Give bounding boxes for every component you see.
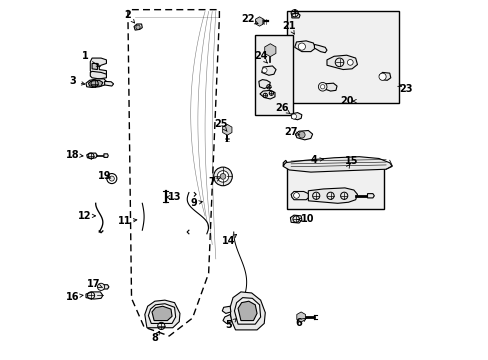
Circle shape [320, 85, 324, 89]
Polygon shape [294, 41, 315, 51]
Polygon shape [234, 298, 260, 324]
Polygon shape [261, 66, 276, 75]
Text: 9: 9 [190, 198, 197, 208]
Circle shape [291, 114, 296, 119]
Text: 19: 19 [98, 171, 111, 181]
Circle shape [97, 283, 104, 291]
Polygon shape [223, 315, 231, 323]
Circle shape [346, 59, 352, 65]
Text: 3: 3 [69, 76, 76, 86]
Text: 15: 15 [345, 156, 358, 166]
Circle shape [109, 176, 114, 181]
Polygon shape [258, 80, 270, 89]
Circle shape [217, 171, 228, 182]
Circle shape [262, 68, 266, 73]
Polygon shape [152, 306, 172, 320]
Polygon shape [86, 153, 97, 158]
Text: 20: 20 [339, 96, 353, 106]
Text: 21: 21 [282, 21, 295, 31]
Polygon shape [92, 63, 97, 69]
Text: 16: 16 [66, 292, 80, 302]
Polygon shape [326, 55, 357, 69]
Circle shape [298, 43, 305, 50]
FancyBboxPatch shape [255, 35, 292, 116]
Polygon shape [88, 80, 102, 86]
Text: 11: 11 [118, 216, 131, 226]
Text: 5: 5 [224, 320, 231, 330]
Text: 24: 24 [253, 51, 267, 61]
Polygon shape [104, 154, 108, 157]
Circle shape [318, 82, 326, 91]
Polygon shape [264, 44, 275, 57]
Polygon shape [291, 13, 300, 18]
Polygon shape [290, 113, 301, 120]
Circle shape [293, 193, 299, 198]
Polygon shape [379, 72, 390, 80]
Polygon shape [238, 301, 257, 320]
Text: 7: 7 [208, 177, 215, 187]
Circle shape [220, 174, 225, 179]
Text: 23: 23 [398, 84, 412, 94]
Polygon shape [144, 300, 180, 328]
Polygon shape [134, 24, 142, 30]
Text: 10: 10 [300, 215, 313, 224]
FancyBboxPatch shape [286, 12, 398, 103]
Polygon shape [260, 90, 274, 99]
Circle shape [378, 73, 386, 80]
Polygon shape [283, 157, 391, 172]
Polygon shape [308, 188, 357, 203]
Text: 12: 12 [78, 211, 91, 221]
Polygon shape [222, 125, 231, 135]
Polygon shape [101, 285, 109, 289]
Polygon shape [86, 79, 106, 87]
Polygon shape [290, 215, 301, 223]
Text: 22: 22 [241, 14, 254, 24]
Polygon shape [104, 81, 113, 86]
Text: 6: 6 [294, 319, 301, 328]
Polygon shape [314, 44, 326, 53]
Text: 27: 27 [284, 127, 297, 136]
Polygon shape [86, 292, 102, 299]
Polygon shape [367, 194, 373, 198]
Text: 18: 18 [65, 150, 79, 160]
Polygon shape [230, 292, 265, 330]
Polygon shape [90, 58, 106, 75]
Text: 4: 4 [310, 155, 317, 165]
Polygon shape [90, 71, 106, 79]
Text: 25: 25 [214, 120, 227, 129]
Circle shape [298, 132, 305, 138]
Circle shape [136, 25, 140, 30]
Polygon shape [323, 83, 336, 91]
Polygon shape [290, 192, 308, 200]
Polygon shape [296, 312, 305, 322]
Polygon shape [222, 306, 230, 314]
Polygon shape [255, 17, 263, 26]
Polygon shape [283, 160, 286, 166]
Text: 1: 1 [81, 51, 88, 61]
Circle shape [213, 167, 232, 186]
Text: 14: 14 [221, 236, 235, 246]
Polygon shape [295, 131, 312, 140]
Text: 17: 17 [87, 279, 101, 289]
Text: 26: 26 [275, 103, 288, 113]
Text: 13: 13 [167, 192, 181, 202]
Polygon shape [148, 304, 175, 323]
Text: 2: 2 [124, 10, 131, 20]
Text: 8: 8 [151, 333, 158, 343]
FancyBboxPatch shape [286, 163, 383, 210]
